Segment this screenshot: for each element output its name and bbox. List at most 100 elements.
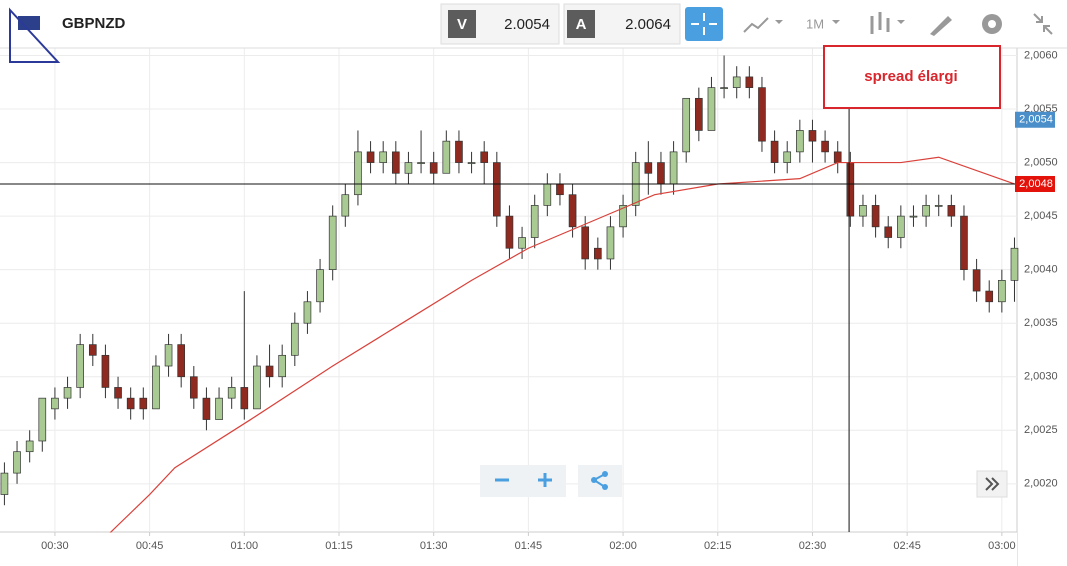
candle-body [770, 140, 779, 163]
candle-body [379, 151, 388, 163]
x-tick-label: 00:30 [41, 540, 69, 552]
candle-body [303, 301, 312, 324]
crosshair-icon [691, 13, 717, 35]
clip-bottom [0, 532, 1017, 566]
x-tick-label: 02:15 [704, 540, 732, 552]
zoom-in[interactable] [538, 473, 552, 487]
candle-body [796, 130, 804, 153]
candle-body [177, 344, 186, 378]
candle-body [227, 387, 236, 399]
candle-body [619, 205, 627, 228]
candle-body [859, 205, 867, 217]
candle-body [114, 387, 122, 399]
y-tick-label: 2,0050 [1024, 156, 1058, 168]
y-tick-label: 2,0045 [1024, 210, 1058, 222]
candle-body [480, 151, 489, 163]
candle-body [783, 151, 792, 163]
candle-body [505, 215, 514, 249]
candle-body [391, 151, 400, 174]
share-dot [602, 471, 608, 477]
candle-body [808, 130, 817, 142]
candle-body [63, 387, 72, 399]
collapse-icon[interactable] [1033, 13, 1053, 35]
ask-badge [567, 10, 595, 38]
symbol: GBPNZD [62, 15, 126, 32]
price-tag-label: 2,0054 [1019, 114, 1053, 126]
candle-body [215, 397, 223, 420]
candle-body [101, 354, 110, 388]
candle-body [253, 365, 261, 410]
settings-hole [988, 20, 996, 28]
candle-body [594, 247, 602, 260]
x-tick-label: 01:15 [325, 540, 353, 552]
y-tick-label: 2,0030 [1024, 371, 1058, 383]
bid-label: V [457, 16, 467, 33]
candle-body [732, 76, 741, 88]
candle-body [758, 87, 766, 142]
candle-icon[interactable] [870, 12, 890, 34]
candle-body [164, 344, 173, 367]
bid-price: 2.0054 [504, 16, 550, 33]
candle-body [833, 151, 842, 163]
annotation-box [823, 45, 1001, 109]
plot: 2,0020 2,0025 2,0030 2,0035 2,0040 2,0045 2,00… [0, 48, 1067, 566]
candle-body [152, 365, 160, 410]
x-tick-label: 02:00 [609, 540, 637, 552]
candle-body [556, 183, 564, 196]
candle-body [139, 397, 148, 410]
x-tick-label: 02:45 [893, 540, 921, 552]
candle-body [328, 215, 337, 271]
candle-body [265, 365, 274, 378]
candle-body [429, 162, 438, 174]
share-button[interactable] [578, 465, 622, 497]
candle-body [492, 162, 501, 217]
candle-body [846, 162, 855, 217]
candle-body [695, 97, 703, 131]
candle-body [897, 215, 905, 238]
candle-body [530, 205, 539, 238]
x-tick-label: 02:30 [799, 540, 827, 552]
price-tag-label: 2,0048 [1019, 178, 1053, 190]
candle-body [998, 280, 1006, 303]
candle-body [871, 205, 880, 228]
y-tick-label: 2,0020 [1024, 478, 1058, 490]
candle-body [1010, 247, 1019, 281]
x-tick-label: 03:00 [988, 540, 1016, 552]
scroll-icon [985, 477, 1000, 491]
candle-body [38, 397, 47, 442]
ask-price: 2.0064 [625, 16, 671, 33]
candle-body [126, 397, 135, 410]
candle-body [669, 151, 678, 185]
candle-body [682, 97, 691, 153]
x-tick-label: 01:00 [231, 540, 259, 552]
candle-body [467, 162, 476, 164]
x-tick-label: 01:30 [420, 540, 448, 552]
candle-body [455, 140, 463, 163]
chart-type-icon[interactable] [743, 17, 769, 33]
candle-body [644, 162, 653, 174]
candle-body [518, 237, 526, 249]
candle-body [417, 162, 425, 164]
y-tick-label: 2,0025 [1024, 424, 1058, 436]
annotation: spread élargi [864, 68, 957, 85]
x-tick-label: 00:45 [136, 540, 164, 552]
candle-body [51, 397, 59, 410]
candle-body [745, 76, 754, 88]
candle-body [909, 215, 918, 218]
candle-body [76, 344, 84, 388]
candle-body [341, 194, 350, 217]
y-tick-label: 2,0040 [1024, 264, 1058, 276]
candle-body [821, 140, 829, 153]
candle-body [278, 354, 287, 378]
candle-body [13, 451, 21, 474]
candle-body [606, 226, 615, 260]
candle-body [657, 162, 665, 185]
flag [18, 16, 40, 30]
candle-body [720, 87, 728, 89]
candle-body [581, 226, 590, 260]
crosshair-button[interactable] [685, 7, 723, 41]
price-tag [1015, 175, 1055, 192]
draw-icon[interactable] [930, 16, 952, 36]
timeframe[interactable]: 1M [806, 16, 824, 31]
